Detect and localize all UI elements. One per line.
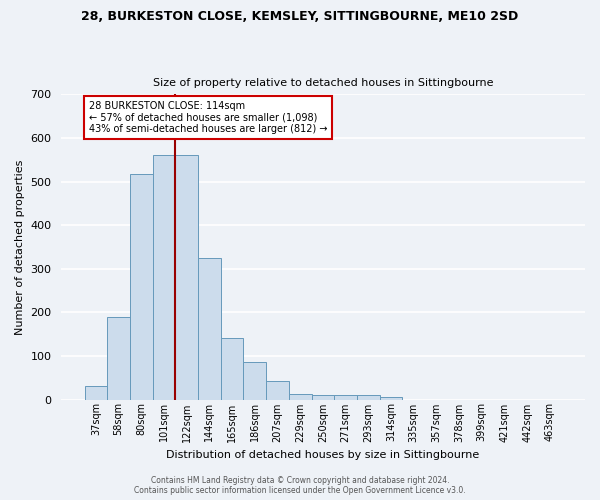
- Bar: [244, 362, 266, 400]
- Bar: [152, 156, 175, 400]
- Bar: [289, 394, 311, 400]
- Bar: [85, 386, 107, 400]
- X-axis label: Distribution of detached houses by size in Sittingbourne: Distribution of detached houses by size …: [166, 450, 479, 460]
- Bar: [221, 338, 244, 400]
- Title: Size of property relative to detached houses in Sittingbourne: Size of property relative to detached ho…: [152, 78, 493, 88]
- Bar: [357, 395, 380, 400]
- Text: Contains HM Land Registry data © Crown copyright and database right 2024.
Contai: Contains HM Land Registry data © Crown c…: [134, 476, 466, 495]
- Bar: [107, 316, 130, 400]
- Y-axis label: Number of detached properties: Number of detached properties: [15, 159, 25, 334]
- Text: 28, BURKESTON CLOSE, KEMSLEY, SITTINGBOURNE, ME10 2SD: 28, BURKESTON CLOSE, KEMSLEY, SITTINGBOU…: [82, 10, 518, 23]
- Text: 28 BURKESTON CLOSE: 114sqm
← 57% of detached houses are smaller (1,098)
43% of s: 28 BURKESTON CLOSE: 114sqm ← 57% of deta…: [89, 101, 328, 134]
- Bar: [198, 258, 221, 400]
- Bar: [266, 381, 289, 400]
- Bar: [334, 395, 357, 400]
- Bar: [130, 174, 152, 400]
- Bar: [175, 156, 198, 400]
- Bar: [380, 398, 402, 400]
- Bar: [311, 395, 334, 400]
